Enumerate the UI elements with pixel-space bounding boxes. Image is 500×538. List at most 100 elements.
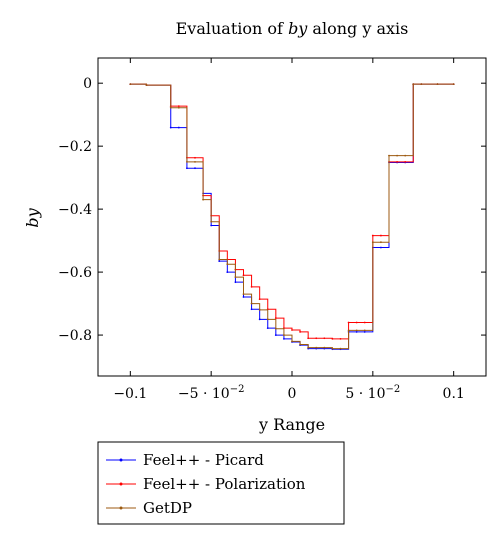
legend-marker-1 (119, 482, 123, 486)
series-2-point (347, 329, 350, 332)
series-1-point (177, 105, 180, 108)
series-2-point (323, 346, 326, 349)
series-0-point (169, 126, 172, 129)
series-1-point (371, 234, 374, 237)
y-axis-label: by (23, 207, 42, 227)
chart-title-variable: by (288, 19, 308, 38)
legend-label-2: GetDP (143, 499, 192, 517)
series-1-point (291, 329, 293, 331)
series-2-point (258, 308, 261, 311)
series-1-point (347, 321, 350, 324)
series-2-point (169, 106, 172, 109)
series-2-point (186, 161, 188, 163)
series-line-2 (130, 83, 454, 350)
series-2-point (452, 83, 455, 86)
series-line-1 (130, 83, 454, 340)
series-1-point (339, 337, 342, 340)
series-2-point (339, 347, 342, 350)
series-1-point (307, 337, 310, 340)
series-2-point (242, 293, 245, 296)
y-tick-label: −0.4 (58, 202, 92, 218)
series-2-point (436, 83, 439, 86)
legend-marker-2 (119, 506, 123, 510)
series-2-point (371, 241, 374, 244)
series-0-point (274, 334, 277, 336)
series-2-point (355, 329, 358, 332)
series-2-point (274, 327, 277, 330)
series-2-point (226, 263, 229, 266)
series-2-point (291, 340, 293, 343)
series-0-point (380, 246, 382, 249)
series-2-point (145, 84, 148, 86)
series-2-point (218, 258, 221, 261)
series-1-point (396, 161, 398, 163)
series-0-point (226, 271, 229, 273)
series-0-point (186, 167, 188, 170)
series-2-point (234, 276, 237, 279)
series-2-point (315, 346, 318, 349)
series-0-point (283, 337, 285, 340)
ticks-layer: −0.1 −5 · 10−2 0 5 · 10−2 0.1 0 −0.2 −0.4 −0.6 −0… (58, 58, 486, 402)
series-2-point (404, 154, 407, 157)
series-2-point (412, 83, 415, 86)
series-2-point (299, 343, 301, 346)
series-1-point (380, 234, 382, 237)
series-1-point (250, 285, 253, 288)
series-0-point (218, 260, 221, 262)
legend-box (97, 441, 345, 525)
series-0-point (363, 331, 366, 333)
series-0-point (210, 224, 213, 227)
series-2-point (194, 161, 196, 163)
series-1-point (299, 331, 301, 333)
series-2-point (202, 198, 204, 201)
series-2-point (420, 83, 423, 86)
series-2-point (363, 329, 366, 332)
series-1-point (331, 337, 334, 340)
chart-title-suffix: along y axis (307, 19, 408, 38)
chart-title-prefix: Evaluation of (176, 19, 288, 38)
series-1-point (323, 337, 326, 340)
series-1-point (274, 317, 277, 319)
y-tick-label: −0.2 (58, 139, 92, 155)
series-2-point (266, 318, 269, 321)
legend: Feel++ - Picard Feel++ - Polarization GetD… (97, 441, 345, 525)
legend-label-1: Feel++ - Polarization (143, 475, 306, 493)
series-1-point (363, 321, 366, 324)
series-2-point (380, 241, 382, 244)
x-tick-label: 0 (288, 386, 297, 402)
series-0-point (250, 308, 253, 311)
series-line-0 (130, 83, 454, 350)
series-2-point (307, 346, 310, 349)
series-1-point (355, 321, 358, 324)
series-1-point (258, 298, 261, 301)
series-2-point (331, 347, 334, 350)
series-2-point (283, 334, 285, 336)
series-2-point (250, 302, 253, 305)
series-0-point (177, 126, 180, 129)
series-0-point (266, 327, 269, 330)
series-0-point (242, 296, 245, 298)
series-1-point (404, 161, 407, 163)
x-tick-label: −0.1 (113, 386, 147, 402)
series-2-point (396, 154, 398, 157)
series-layer (129, 83, 455, 351)
y-tick-label: −0.6 (58, 265, 92, 281)
x-tick-label: 0.1 (443, 386, 465, 402)
y-tick-label: −0.8 (58, 328, 92, 344)
series-1-point (242, 274, 245, 277)
series-0-point (194, 167, 196, 170)
series-0-point (234, 281, 237, 284)
series-1-point (194, 156, 196, 159)
series-1-point (315, 337, 318, 340)
series-0-point (258, 318, 261, 321)
x-tick-label: 5 · 10−2 (345, 384, 400, 402)
series-2-point (177, 106, 180, 109)
chart-title: Evaluation of by along y axis (176, 19, 409, 38)
series-2-point (210, 220, 213, 223)
legend-marker-0 (119, 458, 123, 462)
series-2-point (388, 154, 390, 157)
series-2-point (129, 83, 132, 86)
series-0-point (355, 331, 358, 333)
x-tick-label: −5 · 10−2 (178, 384, 245, 402)
